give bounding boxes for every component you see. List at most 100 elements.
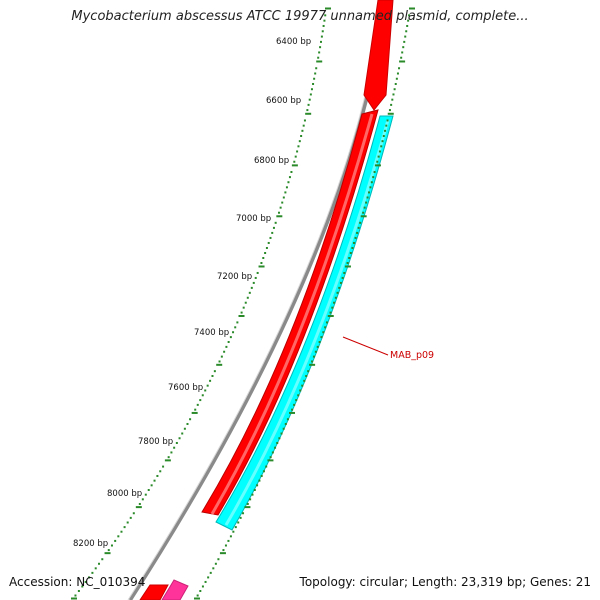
inner-ring-minor-tick [287,181,290,184]
outer-ring-minor-tick [384,129,387,132]
outer-ring-major-tick [289,411,295,414]
inner-ring-minor-tick [141,498,144,501]
outer-ring-major-tick [374,164,381,167]
inner-ring-major-tick [191,411,198,414]
inner-ring-minor-tick [279,206,282,209]
outer-ring-minor-tick [369,186,372,189]
inner-ring-minor-tick [229,336,232,339]
gene-mab-p09[interactable] [215,115,394,531]
outer-ring-minor-tick [212,567,215,570]
outer-ring-minor-tick [339,281,342,284]
outer-ring-minor-tick [224,544,227,547]
gene-forward-main-shade [210,113,374,515]
outer-ring-minor-tick [401,51,404,54]
inner-ring-minor-tick [213,370,216,373]
inner-ring-minor-tick [170,451,173,454]
inner-ring-minor-tick [183,427,186,430]
inner-ring-minor-tick [302,124,305,127]
outer-ring-minor-tick [201,585,204,588]
inner-ring-minor-tick [267,241,270,244]
inner-ring-minor-tick [308,98,311,101]
inner-ring-minor-tick [156,474,159,477]
inner-ring-major-tick [325,7,331,10]
inner-ring-minor-tick [246,296,249,299]
tick-label-8200: 8200 bp [73,539,108,549]
outer-ring-minor-tick [356,231,359,234]
outer-ring-minor-tick [207,576,210,579]
outer-ring-minor-tick [351,246,354,249]
outer-ring-minor-tick [404,35,407,38]
outer-ring-major-tick [194,597,200,600]
tick-label-6600: 6600 bp [266,96,301,106]
outer-ring-minor-tick [362,211,365,214]
inner-ring-minor-tick [209,379,212,382]
outer-ring-minor-tick [204,580,207,583]
inner-ring-minor-tick [244,301,247,304]
inner-ring-minor-tick [282,196,285,199]
inner-ring-minor-tick [307,103,310,106]
outer-ring-minor-tick [336,291,339,294]
gene-label-mab-p09[interactable]: MAB_p09 [390,350,434,361]
outer-ring-minor-tick [196,594,199,597]
inner-ring-minor-tick [288,176,291,179]
outer-ring-minor-tick [333,301,336,304]
tick-label-6800: 6800 bp [254,156,289,166]
gene-forward-main[interactable] [201,109,379,516]
outer-ring-minor-tick [376,160,379,163]
outer-ring-minor-tick [256,484,259,487]
outer-ring-minor-tick [385,124,388,127]
inner-ring-minor-tick [81,585,84,588]
outer-ring-minor-tick [246,502,249,505]
outer-ring-minor-tick [325,321,328,324]
outer-ring-minor-tick [393,88,396,91]
inner-ring-minor-tick [252,281,255,284]
outer-ring-minor-tick [395,77,398,80]
outer-ring-minor-tick [377,155,380,158]
outer-ring-minor-tick [222,549,225,552]
outer-ring-major-tick [244,506,251,509]
outer-ring-minor-tick [209,571,212,574]
outer-ring-minor-tick [284,422,287,425]
inner-ring-minor-tick [271,231,274,234]
inner-ring-minor-tick [293,160,296,163]
inner-ring-minor-tick [260,261,263,264]
outer-ring-major-tick [360,215,367,218]
inner-ring-major-tick [135,506,142,509]
inner-ring-minor-tick [320,35,323,38]
inner-ring-minor-tick [132,512,135,515]
inner-ring-minor-tick [84,580,87,583]
outer-ring-minor-tick [253,489,256,491]
inner-ring-minor-tick [306,109,309,112]
outer-ring-minor-tick [274,446,277,449]
inner-ring-minor-tick [201,394,204,397]
backbone-arc-highlight [127,0,381,600]
outer-ring-major-tick [309,363,316,366]
inner-ring-minor-tick [129,516,132,519]
outer-ring-minor-tick [265,465,268,468]
gene-lower-forward [139,584,169,600]
outer-ring-minor-tick [239,516,242,519]
outer-ring-minor-tick [349,251,352,254]
inner-ring-minor-tick [153,479,156,482]
inner-ring-minor-tick [211,375,214,377]
inner-ring-minor-tick [167,456,170,459]
inner-ring-minor-tick [240,311,243,314]
coordinate-labels: 6400 bp 6600 bp 6800 bp 7000 bp 7200 bp … [73,37,311,549]
inner-ring-minor-tick [74,594,77,597]
inner-ring-minor-tick [274,221,277,224]
outer-ring-minor-tick [405,30,408,33]
outer-ring-minor-tick [370,181,373,184]
tick-label-7600: 7600 bp [168,383,203,393]
inner-ring-minor-tick [250,286,253,289]
outer-ring-minor-tick [329,311,332,314]
outer-ring-minor-tick [372,176,375,179]
inner-ring-minor-tick [319,46,322,49]
inner-ring-minor-tick [281,201,284,204]
inner-ring-minor-tick [321,30,324,33]
inner-ring-minor-tick [297,145,300,148]
inner-ring-minor-tick [220,355,223,358]
inner-ring-minor-tick [248,291,251,294]
outer-ring-minor-tick [403,40,406,43]
inner-ring-minor-tick [150,484,153,487]
inner-ring-minor-tick [114,539,117,542]
